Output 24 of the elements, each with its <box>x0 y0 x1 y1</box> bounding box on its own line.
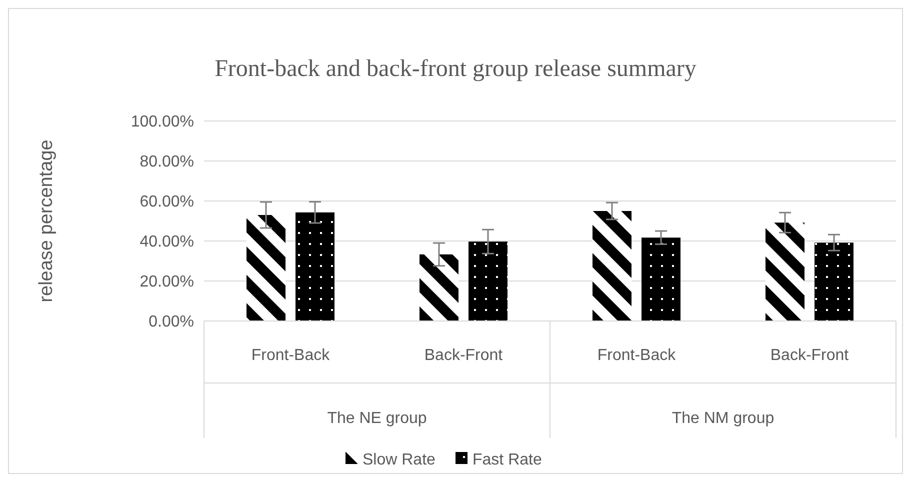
y-tick-label: 80.00% <box>140 154 194 171</box>
x-tick-label: Back-Front <box>424 347 504 364</box>
bar <box>296 212 334 321</box>
legend-label: Fast Rate <box>472 452 542 469</box>
y-axis-title: release percentage <box>36 140 57 302</box>
bar <box>246 215 286 321</box>
chart-title: Front-back and back-front group release summary <box>214 56 696 82</box>
y-tick-label: 20.00% <box>140 274 194 291</box>
y-tick-label: 0.00% <box>148 314 194 331</box>
bar <box>420 254 458 321</box>
bar <box>642 238 680 321</box>
x-tick-label: Front-Back <box>251 347 331 364</box>
legend-label: Slow Rate <box>362 452 436 469</box>
text: The NM group <box>672 410 774 427</box>
y-tick-label: 60.00% <box>140 194 194 211</box>
bar <box>814 242 854 321</box>
y-tick-label: 100.00% <box>130 114 194 131</box>
y-tick-label: 40.00% <box>140 234 194 251</box>
bar <box>468 242 508 321</box>
bar <box>766 222 804 321</box>
text: The NE group <box>327 410 427 427</box>
bar <box>592 211 632 321</box>
x-tick-label: Front-Back <box>597 347 677 364</box>
x-tick-label: Back-Front <box>770 347 850 364</box>
